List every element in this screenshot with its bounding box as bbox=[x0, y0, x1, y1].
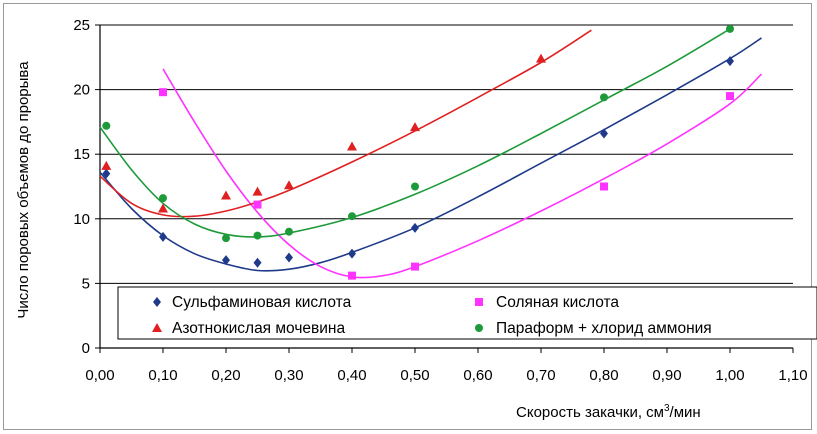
x-tick-label: 0,00 bbox=[85, 367, 114, 384]
data-point-3 bbox=[600, 93, 608, 102]
x-tick-label: 0,50 bbox=[400, 367, 429, 384]
data-point-0 bbox=[159, 231, 167, 242]
y-tick-label: 10 bbox=[73, 211, 90, 228]
x-tick-label: 0,70 bbox=[526, 367, 555, 384]
legend-label: Параформ + хлорид аммония bbox=[496, 320, 712, 337]
data-point-2 bbox=[158, 203, 168, 213]
data-point-0 bbox=[726, 56, 734, 67]
trend-line-0 bbox=[99, 37, 762, 272]
data-point-1 bbox=[726, 92, 734, 101]
legend-item: Сульфаминовая кислота bbox=[153, 294, 352, 311]
x-tick-label: 0,60 bbox=[463, 367, 492, 384]
legend-box bbox=[117, 286, 817, 340]
data-point-3 bbox=[102, 121, 111, 130]
x-tick-label: 0,80 bbox=[589, 367, 618, 384]
data-point-0 bbox=[600, 128, 608, 139]
data-point-1 bbox=[411, 262, 419, 271]
data-point-3 bbox=[253, 231, 262, 240]
x-tick-label: 0,40 bbox=[337, 367, 366, 384]
x-axis-label-tail: /мин bbox=[670, 404, 701, 421]
data-point-2 bbox=[284, 180, 294, 190]
legend-label: Азотнокислая мочевина bbox=[172, 320, 345, 337]
y-tick-label: 20 bbox=[73, 82, 90, 99]
trend-line-2 bbox=[99, 29, 592, 218]
x-tick-labels: 0,00 0,10 0,20 0,30 0,40 0,50 0,60 0,70 0,80 0,90… bbox=[85, 367, 807, 384]
x-axis-label: Скорость закачки, см3/мин bbox=[516, 403, 701, 421]
y-tick-labels: 0 5 10 15 20 25 bbox=[73, 17, 90, 357]
data-point-2 bbox=[410, 122, 420, 132]
data-point-3 bbox=[348, 212, 356, 221]
data-point-3 bbox=[726, 24, 734, 33]
data-point-2 bbox=[221, 190, 231, 200]
data-point-2 bbox=[347, 141, 357, 151]
data-point-3 bbox=[222, 234, 230, 243]
data-point-2 bbox=[101, 160, 112, 170]
data-point-1 bbox=[159, 88, 167, 97]
data-point-0 bbox=[222, 255, 230, 266]
y-tick-label: 15 bbox=[73, 146, 90, 163]
x-tick-label: 1,10 bbox=[778, 367, 807, 384]
data-point-0 bbox=[348, 248, 356, 259]
data-point-0 bbox=[102, 168, 111, 179]
x-axis-label-sup: 3 bbox=[664, 403, 670, 414]
data-point-0 bbox=[411, 222, 419, 233]
data-point-2 bbox=[252, 186, 263, 196]
chart-frame bbox=[3, 3, 812, 430]
legend-item: Азотнокислая мочевина bbox=[152, 320, 345, 337]
trend-line-3 bbox=[99, 28, 731, 238]
y-axis-label: Число поровых объемов до прорыва bbox=[15, 61, 32, 319]
legend-label: Соляная кислота bbox=[496, 294, 619, 311]
legend-marker bbox=[152, 323, 162, 332]
data-point-0 bbox=[285, 252, 293, 263]
y-tick-label: 0 bbox=[82, 340, 90, 357]
data-point-1 bbox=[253, 200, 262, 209]
y-tick-label: 25 bbox=[73, 17, 90, 34]
axes bbox=[99, 25, 794, 353]
legend-marker bbox=[475, 298, 483, 306]
legend-items: Сульфаминовая кислота Соляная кислота Азот… bbox=[152, 294, 712, 337]
x-tick-label: 0,90 bbox=[652, 367, 681, 384]
data-point-0 bbox=[253, 257, 262, 268]
legend-marker bbox=[475, 324, 483, 332]
data-point-1 bbox=[348, 271, 356, 280]
trend-curves bbox=[99, 28, 763, 279]
legend-item: Параформ + хлорид аммония bbox=[475, 320, 712, 337]
data-point-3 bbox=[285, 227, 293, 236]
x-tick-label: 0,20 bbox=[211, 367, 240, 384]
legend-label: Сульфаминовая кислота bbox=[172, 294, 352, 311]
x-axis-label-main: Скорость закачки, см bbox=[516, 404, 664, 421]
data-point-1 bbox=[600, 182, 608, 191]
x-tick-label: 0,30 bbox=[274, 367, 303, 384]
data-points bbox=[101, 24, 734, 280]
legend: Сульфаминовая кислота Соляная кислота Азот… bbox=[117, 286, 817, 340]
data-point-2 bbox=[536, 53, 546, 63]
x-tick-label: 1,00 bbox=[715, 367, 744, 384]
legend-marker bbox=[153, 297, 161, 307]
x-tick-label: 0,10 bbox=[148, 367, 177, 384]
trend-line-1 bbox=[162, 68, 763, 279]
data-point-3 bbox=[411, 182, 419, 191]
y-tick-label: 5 bbox=[82, 275, 90, 292]
data-point-3 bbox=[159, 194, 167, 203]
legend-item: Соляная кислота bbox=[475, 294, 619, 311]
